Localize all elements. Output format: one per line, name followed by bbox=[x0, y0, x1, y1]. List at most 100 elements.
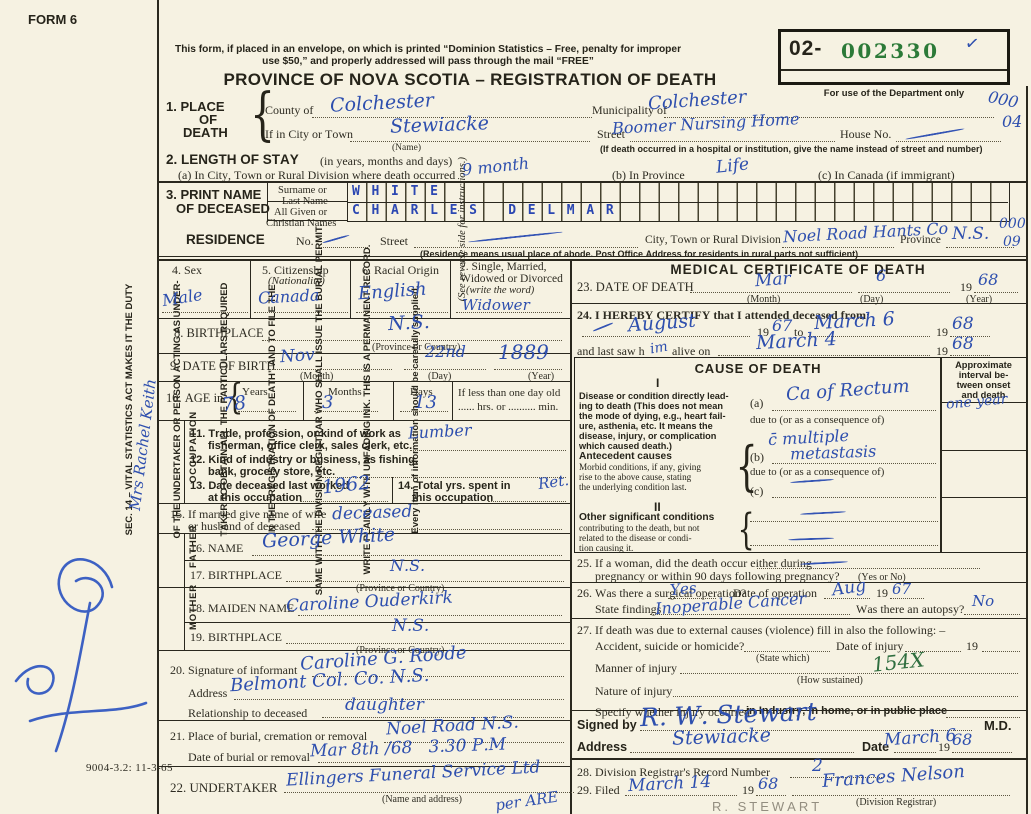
hrs-min-label: ...... hrs. or .......... min. bbox=[458, 401, 559, 413]
s2b-label: (b) In Province bbox=[612, 168, 685, 182]
certify-ink-scratch bbox=[592, 321, 614, 333]
interval-rule bbox=[940, 450, 1027, 452]
due-to-label-1: due to (or as a consequence of) bbox=[750, 414, 885, 426]
marital-label-1: 7. Single, Married, bbox=[460, 261, 547, 273]
age-label: 10. AGE in bbox=[166, 391, 224, 405]
death-day-sub: (Day) bbox=[860, 294, 884, 305]
filed-label: 29. Filed bbox=[577, 783, 620, 797]
signed-date-label: Date bbox=[862, 740, 890, 754]
dotted-line bbox=[630, 752, 854, 753]
residence-code-09: 09 bbox=[1003, 234, 1021, 250]
ink-scribble bbox=[14, 558, 148, 753]
cause-a-label: (a) bbox=[750, 396, 764, 410]
section-rule bbox=[158, 381, 570, 383]
from-year-value: 67 bbox=[772, 316, 793, 335]
other-conditions-brace: { bbox=[737, 504, 755, 554]
father-birthplace-label: 17. BIRTHPLACE bbox=[190, 568, 283, 582]
md-label: M.D. bbox=[984, 718, 1012, 733]
dotted-line bbox=[664, 117, 994, 118]
s1-number: 1. PLACE bbox=[166, 99, 225, 114]
s14-label-1: 14. Total yrs. spent in bbox=[398, 480, 511, 492]
surname-grid-value: WHITE bbox=[352, 184, 450, 199]
dob-month-sub: (Month) bbox=[300, 371, 334, 382]
interval-header-3: tween onset bbox=[956, 380, 1011, 390]
dotted-line bbox=[312, 117, 592, 118]
age-brace: { bbox=[226, 375, 244, 418]
dotted-line bbox=[808, 336, 930, 337]
s14-label-2: this occupation bbox=[412, 492, 494, 504]
autopsy-label: Was there an autopsy? bbox=[856, 602, 965, 616]
dotted-line bbox=[400, 411, 448, 412]
signed-by-label: Signed by bbox=[577, 718, 637, 732]
injury-year-prefix: 19 bbox=[966, 639, 978, 653]
other-conditions-text-1: contributing to the death, but not bbox=[579, 523, 700, 533]
dotted-line bbox=[312, 529, 562, 530]
mother-birthplace-label: 19. BIRTHPLACE bbox=[190, 630, 283, 644]
dotted-line bbox=[905, 651, 961, 652]
age-cell-divider bbox=[303, 381, 305, 420]
last-year-prefix: 19 bbox=[936, 344, 948, 358]
due-to-label-2: due to (or as a consequence of) bbox=[750, 466, 885, 478]
dotted-line bbox=[318, 247, 368, 248]
disease-text-3: the mode of dying, e.g., heart fail- bbox=[579, 411, 726, 421]
other-conditions-text-3: tion causing it. bbox=[579, 543, 634, 553]
antecedent-brace: { bbox=[735, 434, 758, 497]
dotted-line bbox=[298, 615, 562, 616]
s2-label: 2. LENGTH OF STAY bbox=[166, 152, 299, 167]
s14-value: Ret. bbox=[536, 470, 571, 494]
section-rule bbox=[570, 303, 1027, 305]
disease-text-2: ing to death (This does not mean bbox=[579, 401, 723, 411]
s25-sub: (Yes or No) bbox=[858, 572, 906, 583]
department-only-caption: For use of the Department only bbox=[823, 88, 965, 99]
dotted-line bbox=[286, 643, 564, 644]
residence-city-label: City, Town or Rural Division bbox=[645, 234, 781, 246]
age-months-label: Months bbox=[328, 386, 362, 398]
dotted-line bbox=[890, 598, 924, 599]
racial-origin-label: 6. Racial Origin bbox=[362, 263, 439, 277]
death-year-sub: (Year) bbox=[966, 294, 993, 305]
dotted-line bbox=[756, 795, 786, 796]
form-number: FORM 6 bbox=[28, 12, 78, 27]
residence-note: (Residence means usual place of abode. P… bbox=[420, 249, 859, 259]
double-rule-bottom bbox=[158, 259, 1027, 262]
attended-from-value: August bbox=[627, 309, 697, 337]
city-town-value: Stewiacke bbox=[389, 112, 490, 138]
operation-date-label: Date of operation bbox=[733, 586, 817, 600]
interval-header-rule bbox=[940, 402, 1027, 404]
sex-label: 4. Sex bbox=[172, 263, 202, 277]
city-town-label: If in City or Town bbox=[265, 127, 353, 141]
dob-day-sub: (Day) bbox=[428, 371, 452, 382]
print-code: 9004-3.2: 11-3-65 bbox=[86, 762, 173, 774]
dotted-line bbox=[824, 598, 870, 599]
last-saw-hw-insert: im bbox=[648, 338, 670, 358]
s2b-value: Life bbox=[715, 154, 751, 178]
cause-part-2: II bbox=[654, 500, 661, 514]
dotted-line bbox=[964, 614, 1020, 615]
burial-place-label: 21. Place of burial, cremation or remova… bbox=[170, 729, 368, 743]
relationship-label: Relationship to deceased bbox=[188, 706, 308, 720]
mother-birthplace-value: N.S. bbox=[392, 616, 430, 636]
margin-code-04: 04 bbox=[1002, 112, 1023, 131]
marital-sub: (write the word) bbox=[466, 285, 535, 296]
antecedent-text-3: the underlying condition last. bbox=[579, 482, 687, 492]
dotted-line bbox=[673, 696, 1018, 697]
father-name-label: 16. NAME bbox=[190, 541, 244, 555]
s25-label-2: pregnancy or within 90 days following pr… bbox=[595, 569, 840, 583]
cause-c-label: (c) bbox=[750, 484, 764, 498]
how-sustained-sub: (How sustained) bbox=[797, 675, 863, 686]
s25-label-1: 25. If a woman, did the death occur eith… bbox=[577, 556, 812, 570]
dotted-line bbox=[952, 752, 1012, 753]
to-word: to bbox=[794, 325, 804, 339]
section-rule bbox=[570, 710, 1027, 712]
dotted-line bbox=[630, 141, 835, 142]
dotted-line bbox=[456, 312, 562, 313]
death-day-value: 6 bbox=[876, 266, 887, 285]
signed-year-value: 68 bbox=[952, 730, 973, 749]
s13-label-1: 13. Date deceased last worked bbox=[190, 480, 349, 492]
section-rule bbox=[158, 420, 570, 422]
state-which-sub: (State which) bbox=[756, 653, 810, 664]
dotted-line bbox=[286, 581, 564, 582]
medical-certificate-title: MEDICAL CERTIFICATE OF DEATH bbox=[670, 262, 926, 277]
city-name-sub: (Name) bbox=[392, 143, 422, 153]
column-divider-rule bbox=[570, 259, 572, 814]
